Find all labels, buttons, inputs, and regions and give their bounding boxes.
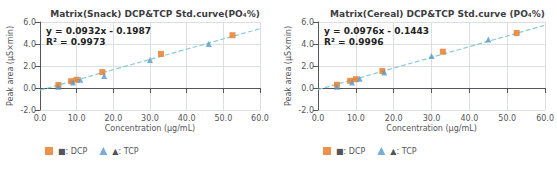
svg-text:50.0: 50.0 <box>214 114 232 123</box>
svg-text:6.0: 6.0 <box>23 18 36 27</box>
svg-text:R² = 0.9996: R² = 0.9996 <box>324 37 383 47</box>
svg-text:■: DCP: ■: DCP <box>336 147 366 156</box>
svg-text:30.0: 30.0 <box>141 114 159 123</box>
svg-text:■: DCP: ■: DCP <box>58 147 88 156</box>
svg-text:30.0: 30.0 <box>423 114 441 123</box>
svg-text:6.0: 6.0 <box>301 18 314 27</box>
svg-text:60.0: 60.0 <box>251 114 269 123</box>
svg-text:4.0: 4.0 <box>301 40 314 49</box>
svg-text:20.0: 20.0 <box>385 114 403 123</box>
svg-text:0.0: 0.0 <box>312 114 325 123</box>
svg-text:Peak area (μS×min): Peak area (μS×min) <box>284 26 293 106</box>
svg-text:60.0: 60.0 <box>536 114 554 123</box>
svg-text:10.0: 10.0 <box>347 114 365 123</box>
svg-text:Concentration (μg/mL): Concentration (μg/mL) <box>105 124 196 133</box>
svg-text:R² = 0.9973: R² = 0.9973 <box>46 37 105 47</box>
svg-text:40.0: 40.0 <box>460 114 478 123</box>
svg-text:0.0: 0.0 <box>34 114 47 123</box>
svg-text:2.0: 2.0 <box>301 62 314 71</box>
svg-text:50.0: 50.0 <box>498 114 516 123</box>
svg-text:Matrix(Cereal) DCP&TCP Std.cur: Matrix(Cereal) DCP&TCP Std.curve (PO₄%) <box>330 9 545 19</box>
svg-text:4.0: 4.0 <box>23 40 36 49</box>
svg-text:40.0: 40.0 <box>178 114 196 123</box>
svg-text:▲: TCP: ▲: TCP <box>112 147 138 156</box>
svg-text:Concentration (μg/mL): Concentration (μg/mL) <box>386 124 477 133</box>
svg-text:10.0: 10.0 <box>68 114 86 123</box>
svg-text:20.0: 20.0 <box>104 114 122 123</box>
svg-text:2.0: 2.0 <box>23 62 36 71</box>
svg-text:0.0: 0.0 <box>23 84 36 93</box>
svg-text:▲: TCP: ▲: TCP <box>390 147 416 156</box>
svg-text:Matrix(Snack) DCP&TCP Std.curv: Matrix(Snack) DCP&TCP Std.curve(PO₄%) <box>50 9 260 19</box>
svg-text:-2.0: -2.0 <box>20 105 36 115</box>
svg-text:y = 0.0976x - 0.1443: y = 0.0976x - 0.1443 <box>324 26 429 36</box>
svg-text:0.0: 0.0 <box>301 84 314 93</box>
svg-text:y = 0.0932x - 0.1987: y = 0.0932x - 0.1987 <box>46 26 151 36</box>
svg-text:-2.0: -2.0 <box>298 105 314 115</box>
svg-text:Peak area (μS×min): Peak area (μS×min) <box>6 26 15 106</box>
